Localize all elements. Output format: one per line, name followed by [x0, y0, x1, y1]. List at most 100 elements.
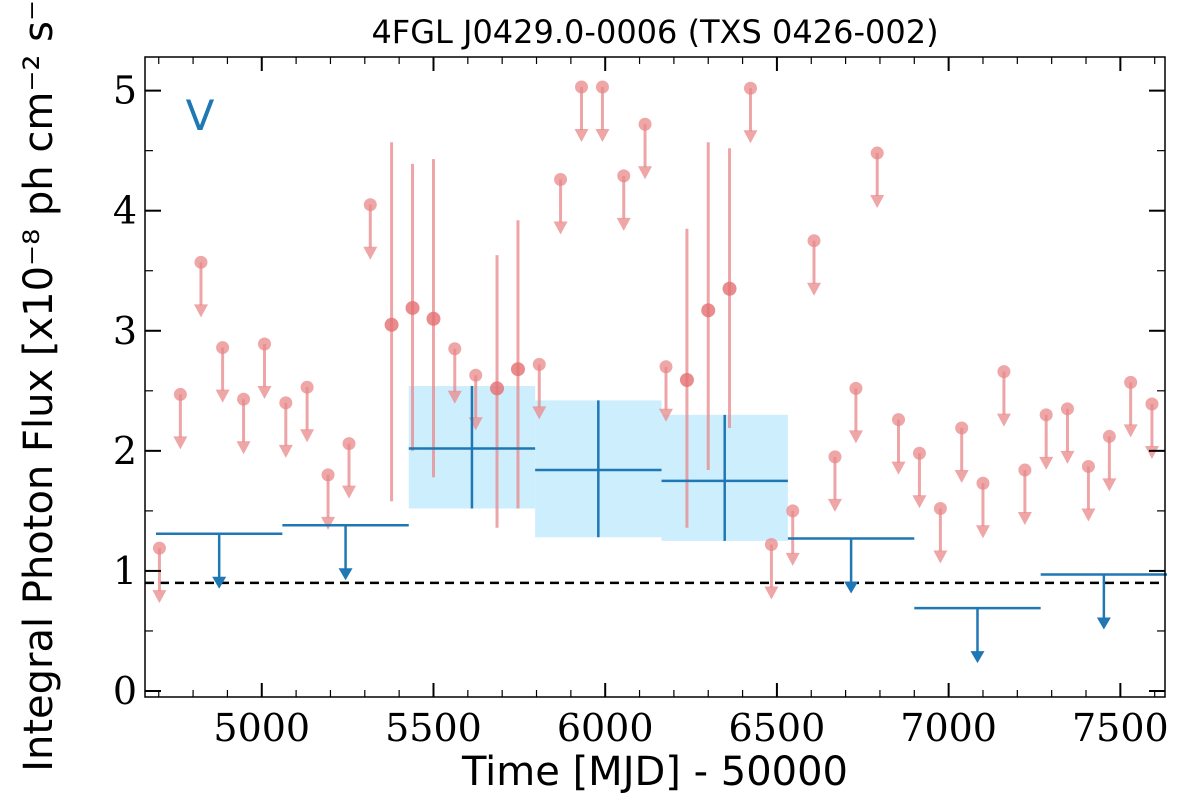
upper-limit-arrowhead-31: [807, 282, 822, 296]
upper-limit-arrowhead-3: [215, 389, 230, 403]
upper-limit-marker-2: [194, 255, 208, 269]
upper-limit-marker-44: [1081, 459, 1095, 473]
fine-binned-series: [152, 80, 1159, 604]
data-point-16: [490, 381, 505, 396]
y-tick-label: 4: [113, 189, 137, 233]
upper-limit-marker-41: [1018, 463, 1032, 477]
upper-limit-marker-14: [448, 342, 462, 356]
upper-limit-arrowhead-1: [173, 436, 188, 450]
data-point-11: [384, 317, 399, 332]
upper-limit-marker-20: [575, 80, 589, 94]
upper-limit-arrowhead-2: [193, 304, 208, 318]
upper-limit-arrowhead-47: [1144, 446, 1159, 460]
upper-limit-marker-35: [891, 413, 905, 427]
upper-limit-arrowhead-20: [574, 129, 589, 143]
y-tick-labels: 0 1 2 3 4 5: [113, 69, 137, 713]
upper-limit-marker-22: [617, 169, 631, 183]
upper-limit-marker-24: [659, 360, 673, 374]
upper-limit-arrowhead-30: [785, 552, 800, 566]
upper-limit-marker-34: [870, 146, 884, 160]
y-tick-label: 2: [113, 429, 137, 473]
upper-limit-marker-15: [469, 368, 483, 382]
upper-limit-arrowhead-21: [595, 129, 610, 143]
data-point-25: [679, 373, 694, 388]
upper-limit-marker-28: [743, 81, 757, 95]
data-point-27: [722, 281, 737, 296]
upper-limit-arrowhead-37: [933, 550, 948, 564]
upper-limit-arrowhead-41: [1017, 512, 1032, 526]
upper-limit-marker-23: [638, 117, 652, 131]
upper-limit-arrowhead-32: [827, 498, 842, 512]
upper-limit-marker-46: [1124, 375, 1138, 389]
upper-limit-arrowhead-8: [321, 516, 336, 530]
upper-limit-arrowhead-46: [1123, 424, 1138, 438]
x-tick-label: 5000: [213, 706, 310, 750]
upper-limit-arrowhead-18: [532, 406, 547, 420]
upper-limit-arrowhead-38: [954, 470, 969, 484]
upper-limit-marker-21: [595, 80, 609, 94]
upper-limit-arrowhead-10: [363, 246, 378, 260]
upper-limit-marker-32: [828, 450, 842, 464]
data-point-12: [405, 300, 420, 315]
axis-ticks: [145, 57, 1165, 697]
data-point-17: [510, 362, 525, 377]
upper-limit-arrowhead-35: [891, 461, 906, 475]
upper-limit-arrowhead-22: [616, 217, 631, 231]
upper-limit-marker-30: [786, 504, 800, 518]
upper-limit-marker-6: [279, 396, 293, 410]
upper-limit-arrowhead-42: [1039, 456, 1054, 470]
upper-limit-arrowhead-14: [447, 390, 462, 404]
upper-limit-marker-47: [1145, 397, 1159, 411]
upper-limit-arrowhead-24: [658, 408, 673, 422]
upper-limit-arrowhead-4: [236, 441, 251, 455]
coarse-upper-limit-arrowhead-6: [970, 651, 985, 664]
y-tick-label: 0: [113, 669, 137, 713]
upper-limit-marker-5: [258, 337, 272, 351]
upper-limit-marker-38: [955, 421, 969, 435]
y-tick-label: 1: [113, 549, 137, 593]
x-tick-labels: 5000 5500 6000 6500 7000 7500: [213, 706, 1168, 750]
upper-limit-arrowhead-43: [1060, 450, 1075, 464]
upper-limit-arrowhead-19: [553, 221, 568, 235]
upper-limit-marker-0: [152, 541, 166, 555]
x-tick-label: 7000: [900, 706, 997, 750]
upper-limit-arrowhead-7: [300, 429, 315, 443]
upper-limit-marker-40: [997, 365, 1011, 379]
upper-limit-marker-1: [173, 387, 187, 401]
y-axis-title: Integral Photon Flux [x10⁻⁸ ph cm⁻² s⁻¹]: [16, 0, 62, 772]
upper-limit-arrowhead-39: [975, 525, 990, 539]
upper-limit-marker-33: [849, 381, 863, 395]
upper-limit-marker-18: [532, 357, 546, 371]
data-point-26: [701, 303, 716, 318]
x-tick-label: 6000: [557, 706, 654, 750]
x-axis-title: Time [MJD] - 50000: [461, 749, 848, 795]
upper-limit-marker-36: [912, 446, 926, 460]
upper-limit-marker-10: [363, 198, 377, 212]
plot-frame: [144, 56, 1166, 698]
coarse-upper-limit-arrowhead-0: [212, 576, 227, 589]
upper-limit-marker-4: [237, 392, 251, 406]
upper-limit-marker-29: [764, 538, 778, 552]
x-tick-label: 6500: [729, 706, 826, 750]
upper-limit-arrowhead-29: [764, 586, 779, 600]
upper-limit-marker-31: [807, 234, 821, 248]
upper-limit-arrowhead-23: [638, 166, 653, 180]
band-annotation: V: [186, 91, 215, 140]
upper-limit-marker-9: [342, 437, 356, 451]
coarse-upper-limit-arrowhead-5: [844, 581, 859, 594]
y-tick-label: 5: [113, 69, 137, 113]
upper-limit-arrowhead-45: [1102, 478, 1117, 492]
upper-limit-arrowhead-28: [743, 130, 758, 144]
coarse-upper-limit-arrowhead-1: [338, 568, 353, 581]
upper-limit-marker-8: [321, 468, 335, 482]
upper-limit-arrowhead-0: [152, 590, 167, 604]
upper-limit-arrowhead-6: [278, 444, 293, 458]
coarse-binned-series: [155, 386, 1168, 664]
coarse-upper-limit-arrowhead-7: [1096, 617, 1111, 630]
upper-limit-arrowhead-34: [870, 195, 885, 209]
upper-limit-arrowhead-36: [912, 495, 927, 509]
upper-limit-marker-45: [1102, 429, 1116, 443]
upper-limit-marker-42: [1039, 408, 1053, 422]
upper-limit-marker-37: [933, 501, 947, 515]
